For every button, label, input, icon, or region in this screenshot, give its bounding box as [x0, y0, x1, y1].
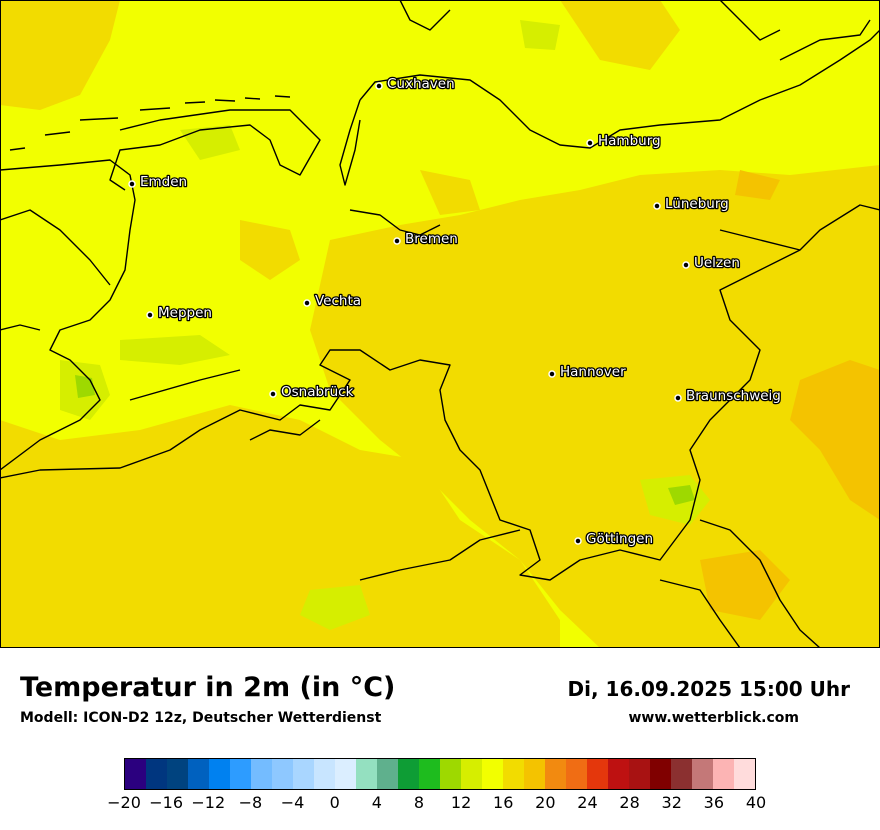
- legend-swatch: [692, 759, 713, 789]
- legend-swatch: [608, 759, 629, 789]
- legend-swatch: [587, 759, 608, 789]
- city-hannover[interactable]: Hannover: [548, 363, 627, 381]
- legend-swatch: [167, 759, 188, 789]
- legend-tick-label: 20: [535, 793, 556, 812]
- legend-swatch: [293, 759, 314, 789]
- city-dot: [586, 139, 594, 147]
- hot-areas: [700, 170, 880, 620]
- legend-tick-label: 16: [493, 793, 514, 812]
- city-dot: [682, 261, 690, 269]
- legend-swatch: [461, 759, 482, 789]
- legend-tick-label: 8: [413, 793, 425, 812]
- city-dot: [146, 311, 154, 319]
- city-label: Braunschweig: [686, 388, 781, 404]
- legend-swatch: [146, 759, 167, 789]
- city-label: Göttingen: [586, 531, 653, 547]
- legend-tick-label: −8: [238, 793, 263, 812]
- legend-swatch: [524, 759, 545, 789]
- forecast-datetime: Di, 16.09.2025 15:00 Uhr: [567, 677, 850, 701]
- legend-tick-label: 32: [661, 793, 682, 812]
- legend-swatch: [188, 759, 209, 789]
- legend-swatch: [314, 759, 335, 789]
- legend-tick-label: −20: [107, 793, 141, 812]
- legend-tick-label: 0: [329, 793, 340, 812]
- legend-tick-labels: −20 −16 −12 −8 −4 0 4 8 12 16 20 24 28 32 36 40: [0, 793, 880, 823]
- city-label: Lüneburg: [665, 196, 729, 212]
- map-title: Temperatur in 2m (in °C): [20, 672, 396, 703]
- city-dot: [128, 180, 136, 188]
- city-dot: [269, 390, 277, 398]
- city-dot: [393, 237, 401, 245]
- legend-swatch: [503, 759, 524, 789]
- city-label: Uelzen: [694, 255, 740, 271]
- city-label: Meppen: [158, 305, 212, 321]
- legend-swatch: [629, 759, 650, 789]
- temperature-map: Cuxhaven Hamburg Emden Lüneburg Bremen U…: [0, 0, 880, 648]
- legend-swatch: [440, 759, 461, 789]
- legend-swatch: [734, 759, 755, 789]
- city-meppen[interactable]: Meppen: [146, 304, 213, 322]
- city-osnabrueck[interactable]: Osnabrück: [269, 383, 355, 401]
- legend-swatch: [335, 759, 356, 789]
- city-markers: Cuxhaven Hamburg Emden Lüneburg Bremen U…: [128, 75, 782, 548]
- city-label: Hannover: [560, 364, 626, 380]
- legend-tick-label: −12: [191, 793, 226, 812]
- city-label: Bremen: [405, 231, 458, 247]
- color-legend: [124, 758, 756, 790]
- legend-swatch: [230, 759, 251, 789]
- legend-swatch: [482, 759, 503, 789]
- city-lueneburg[interactable]: Lüneburg: [653, 195, 730, 213]
- legend-tick-label: −16: [149, 793, 184, 812]
- legend-swatch: [398, 759, 419, 789]
- legend-tick-label: 40: [745, 793, 767, 812]
- legend-swatch: [356, 759, 377, 789]
- city-cuxhaven[interactable]: Cuxhaven: [375, 75, 456, 93]
- legend-tick-label: 4: [371, 793, 382, 812]
- legend-tick-label: 24: [577, 793, 598, 812]
- city-label: Vechta: [315, 293, 361, 309]
- legend-swatch: [209, 759, 230, 789]
- legend-tick-label: −4: [280, 793, 305, 812]
- legend-tick-label: 12: [450, 793, 472, 812]
- legend-swatch: [377, 759, 398, 789]
- legend-swatch: [419, 759, 440, 789]
- city-dot: [548, 370, 556, 378]
- city-goettingen[interactable]: Göttingen: [574, 530, 654, 548]
- warm-areas: [0, 0, 880, 648]
- city-dot: [574, 537, 582, 545]
- legend-swatch: [251, 759, 272, 789]
- city-label: Emden: [140, 174, 187, 190]
- legend-swatch: [272, 759, 293, 789]
- city-emden[interactable]: Emden: [128, 173, 188, 191]
- city-dot: [653, 202, 661, 210]
- city-dot: [375, 82, 383, 90]
- legend-swatch: [566, 759, 587, 789]
- city-braunschweig[interactable]: Braunschweig: [674, 387, 782, 405]
- city-dot: [674, 394, 682, 402]
- legend-swatch: [545, 759, 566, 789]
- city-label: Osnabrück: [281, 384, 354, 400]
- legend-tick-label: 36: [703, 793, 725, 812]
- city-dot: [303, 299, 311, 307]
- city-hamburg[interactable]: Hamburg: [586, 132, 662, 150]
- city-vechta[interactable]: Vechta: [303, 292, 362, 310]
- city-label: Hamburg: [598, 133, 661, 149]
- legend-swatch: [713, 759, 734, 789]
- coastlines-and-borders: [0, 0, 880, 648]
- city-label: Cuxhaven: [387, 76, 455, 92]
- legend-swatch: [125, 759, 146, 789]
- website-link[interactable]: www.wetterblick.com: [628, 710, 800, 726]
- legend-swatch: [671, 759, 692, 789]
- city-bremen[interactable]: Bremen: [393, 230, 459, 248]
- model-subtitle: Modell: ICON-D2 12z, Deutscher Wetterdie…: [20, 710, 382, 726]
- legend-swatch: [650, 759, 671, 789]
- legend-tick-label: 28: [619, 793, 640, 812]
- city-uelzen[interactable]: Uelzen: [682, 254, 741, 272]
